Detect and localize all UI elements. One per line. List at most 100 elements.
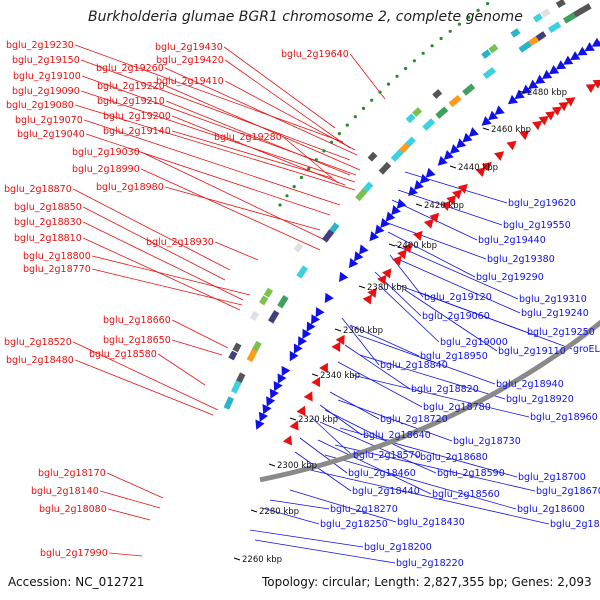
gene-label-forward: bglu_2g19430 bbox=[155, 42, 223, 53]
gene-label-reverse: bglu_2g18270 bbox=[330, 504, 398, 515]
gene-arrow bbox=[362, 294, 372, 305]
gene-label-forward: bglu_2g18140 bbox=[31, 486, 99, 497]
kbp-label: 2440 kbp bbox=[458, 163, 498, 173]
leader-line-forward bbox=[282, 136, 339, 184]
gene-arrow bbox=[584, 42, 595, 52]
gene-label-reverse: bglu_2g18430 bbox=[397, 517, 465, 528]
gc-dot bbox=[292, 185, 296, 189]
gene-arrow bbox=[507, 94, 519, 105]
gene-arrow bbox=[475, 167, 486, 178]
gene-arrow bbox=[255, 419, 265, 430]
gene-arrow bbox=[392, 255, 402, 266]
leader-line-reverse bbox=[349, 324, 420, 357]
gene-label-forward: bglu_2g19220 bbox=[97, 81, 165, 92]
gene-arrow bbox=[353, 251, 364, 262]
gene-arrow bbox=[269, 388, 279, 399]
gene-arrow bbox=[551, 106, 563, 116]
gene-arrow bbox=[315, 307, 325, 318]
rna-block bbox=[532, 13, 543, 23]
gene-label-forward: bglu_2g18660 bbox=[103, 315, 171, 326]
gene-label-forward: bglu_2g18770 bbox=[23, 264, 91, 275]
kbp-label: 2320 kbp bbox=[298, 415, 338, 425]
gene-label-reverse: bglu_2g18820 bbox=[411, 384, 479, 395]
gene-label-forward: bglu_2g18520 bbox=[4, 337, 72, 348]
gene-arrow bbox=[408, 186, 418, 197]
leader-line-forward bbox=[224, 59, 351, 149]
gene-label-reverse: bglu_2g18560 bbox=[432, 489, 500, 500]
leader-line-reverse bbox=[309, 469, 550, 525]
kbp-tick bbox=[449, 165, 457, 169]
leader-line-forward bbox=[166, 85, 361, 171]
gene-label-forward: bglu_2g18170 bbox=[38, 468, 106, 479]
gene-label-forward: bglu_2g19140 bbox=[103, 126, 171, 137]
gc-dot bbox=[285, 194, 289, 198]
kbp-label: 2400 kbp bbox=[397, 241, 437, 251]
gc-dot bbox=[395, 74, 399, 78]
leader-line-reverse bbox=[337, 399, 453, 442]
gene-arrow bbox=[258, 411, 268, 423]
kbp-label: 2360 kbp bbox=[343, 326, 383, 336]
gene-arrow bbox=[298, 336, 307, 347]
gene-label-forward: bglu_2g19100 bbox=[13, 71, 81, 82]
leader-line-forward bbox=[83, 206, 226, 281]
gene-arrow bbox=[369, 231, 380, 242]
kbp-label: 2380 kbp bbox=[367, 283, 407, 293]
leader-line-forward bbox=[100, 490, 161, 509]
gene-arrow bbox=[585, 83, 596, 94]
leader-line-reverse bbox=[339, 427, 518, 478]
gene-label-reverse: bglu_2g18940 bbox=[496, 379, 564, 390]
gene-arrow bbox=[266, 396, 276, 407]
gene-label-reverse: bglu_2g19120 bbox=[424, 292, 492, 303]
leader-line-reverse bbox=[384, 221, 487, 260]
gene-arrow bbox=[541, 69, 553, 80]
gene-arrow bbox=[289, 350, 299, 362]
gene-arrow bbox=[538, 115, 549, 126]
gene-label-forward: bglu_2g19640 bbox=[281, 49, 349, 60]
gene-label-reverse: bglu_2g18780 bbox=[423, 402, 491, 413]
gene-arrow bbox=[437, 155, 448, 166]
rna-block bbox=[230, 380, 242, 394]
gene-arrow bbox=[281, 365, 291, 377]
gene-arrow bbox=[293, 343, 303, 354]
accession-text: Accession: NC_012721 bbox=[8, 575, 145, 589]
leader-line-forward bbox=[75, 104, 356, 191]
leader-line-forward bbox=[157, 353, 206, 386]
kbp-label: 2460 kbp bbox=[491, 125, 531, 135]
gene-label-reverse: bglu_2g18720 bbox=[380, 414, 448, 425]
rna-block bbox=[547, 21, 562, 34]
leader-line-forward bbox=[92, 255, 251, 296]
leader-line-reverse bbox=[404, 289, 498, 352]
gene-arrow bbox=[419, 173, 430, 184]
kbp-label: 2280 kbp bbox=[259, 507, 299, 517]
leader-line-forward bbox=[215, 241, 259, 261]
gene-arrow bbox=[306, 321, 316, 332]
kbp-tick bbox=[311, 373, 319, 377]
gene-label-reverse: bglu_2g19310 bbox=[519, 294, 587, 305]
label-leader-lines bbox=[73, 44, 573, 564]
gene-label-reverse: groEL bbox=[573, 344, 600, 355]
leader-line-forward bbox=[75, 359, 214, 416]
gene-label-reverse: bglu_2g18610 bbox=[550, 519, 600, 530]
rna-block bbox=[488, 43, 499, 54]
gene-label-reverse: bglu_2g18600 bbox=[517, 504, 585, 515]
gc-dot bbox=[337, 132, 341, 136]
gene-label-reverse: bglu_2g18570 bbox=[353, 450, 421, 461]
feature-ring bbox=[223, 0, 600, 446]
leader-line-reverse bbox=[341, 317, 380, 366]
gene-arrow bbox=[577, 46, 588, 56]
leader-line-reverse bbox=[249, 529, 364, 548]
leader-line-reverse bbox=[294, 451, 352, 492]
gc-dot bbox=[345, 123, 349, 127]
leader-line-reverse bbox=[319, 404, 363, 436]
kbp-tick bbox=[289, 417, 297, 421]
gene-label-reverse: bglu_2g19250 bbox=[527, 327, 595, 338]
gene-arrow bbox=[555, 60, 567, 70]
leader-line-reverse bbox=[399, 259, 521, 314]
gene-arrow bbox=[382, 268, 392, 279]
rna-block bbox=[268, 310, 280, 324]
gc-dot bbox=[361, 106, 366, 110]
leader-line-reverse bbox=[329, 391, 380, 420]
leader-line-forward bbox=[84, 119, 341, 206]
leader-line-forward bbox=[172, 319, 229, 349]
